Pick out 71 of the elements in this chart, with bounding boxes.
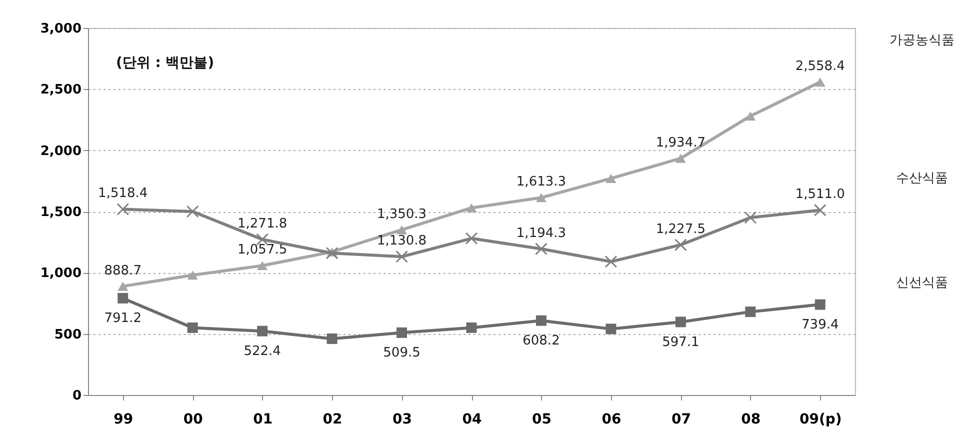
x-tick-label: 08 (741, 412, 761, 428)
data-label: 1,934.7 (656, 135, 706, 150)
point (187, 322, 198, 333)
data-label: 2,558.4 (795, 59, 845, 74)
data-label: 1,057.5 (238, 242, 288, 258)
data-label: 597.1 (662, 334, 700, 350)
point (396, 225, 408, 234)
point (814, 299, 826, 310)
data-label: 791.2 (104, 311, 142, 326)
point (814, 204, 826, 216)
y-tick-label: 2,500 (40, 82, 82, 98)
x-tick-label: 99 (114, 412, 134, 428)
x-tick-label: 01 (253, 412, 273, 428)
point (257, 261, 268, 270)
data-label: 1,613.3 (516, 174, 566, 190)
point (466, 203, 477, 212)
point (745, 112, 756, 121)
x-tick-label: 06 (602, 412, 622, 428)
data-label: 1,227.5 (656, 222, 706, 237)
point (674, 238, 687, 252)
point (466, 322, 477, 333)
point (396, 327, 408, 338)
point (745, 306, 756, 318)
point (536, 315, 546, 326)
data-label: 1,130.8 (376, 234, 427, 249)
point (396, 250, 408, 263)
point (118, 282, 128, 291)
y-tick-label: 3,000 (40, 22, 82, 36)
text: 가공농식품 (890, 33, 955, 48)
point (604, 255, 618, 268)
point (257, 326, 268, 336)
y-tick-label: 1,500 (40, 205, 82, 220)
x-tick-label: 03 (392, 412, 412, 428)
data-label: 1,518.4 (98, 186, 148, 202)
point (116, 203, 130, 216)
point (606, 174, 616, 184)
point (606, 324, 616, 334)
point (535, 242, 548, 256)
data-label: 739.4 (802, 318, 839, 333)
point (814, 77, 826, 87)
x-tick-label: 02 (322, 412, 342, 428)
x-tick-label: 00 (183, 412, 204, 428)
data-label: 1,511.0 (795, 187, 845, 202)
y-tick-label: 1,000 (40, 266, 82, 282)
x-tick-label: 09(p) (799, 412, 842, 428)
x-tick-label: 04 (462, 412, 482, 428)
y-tick-label: 500 (54, 327, 82, 342)
data-label: 509.5 (383, 346, 420, 361)
annotation: (단위 : 백만불) (116, 55, 214, 71)
x-tick-label: 05 (532, 412, 552, 428)
point (326, 333, 338, 344)
data-label: 608.2 (522, 334, 560, 349)
point (465, 232, 478, 245)
x-tick-label: 07 (671, 412, 691, 428)
point (118, 292, 128, 304)
point (536, 193, 546, 202)
text: 신선식품 (896, 276, 948, 291)
data-label: 1,194.3 (516, 226, 566, 241)
data-label: 522.4 (244, 344, 281, 360)
text: 수산식품 (896, 171, 948, 186)
point (675, 154, 686, 163)
point (186, 205, 199, 218)
point (675, 316, 686, 328)
data-label: 1,271.8 (238, 216, 288, 232)
point (744, 211, 757, 224)
y-tick-label: 0 (72, 388, 82, 404)
point (326, 246, 338, 260)
point (187, 270, 198, 280)
y-tick-label: 2,000 (40, 144, 82, 159)
data-label: 1,350.3 (376, 206, 427, 222)
data-label: 888.7 (104, 263, 142, 278)
